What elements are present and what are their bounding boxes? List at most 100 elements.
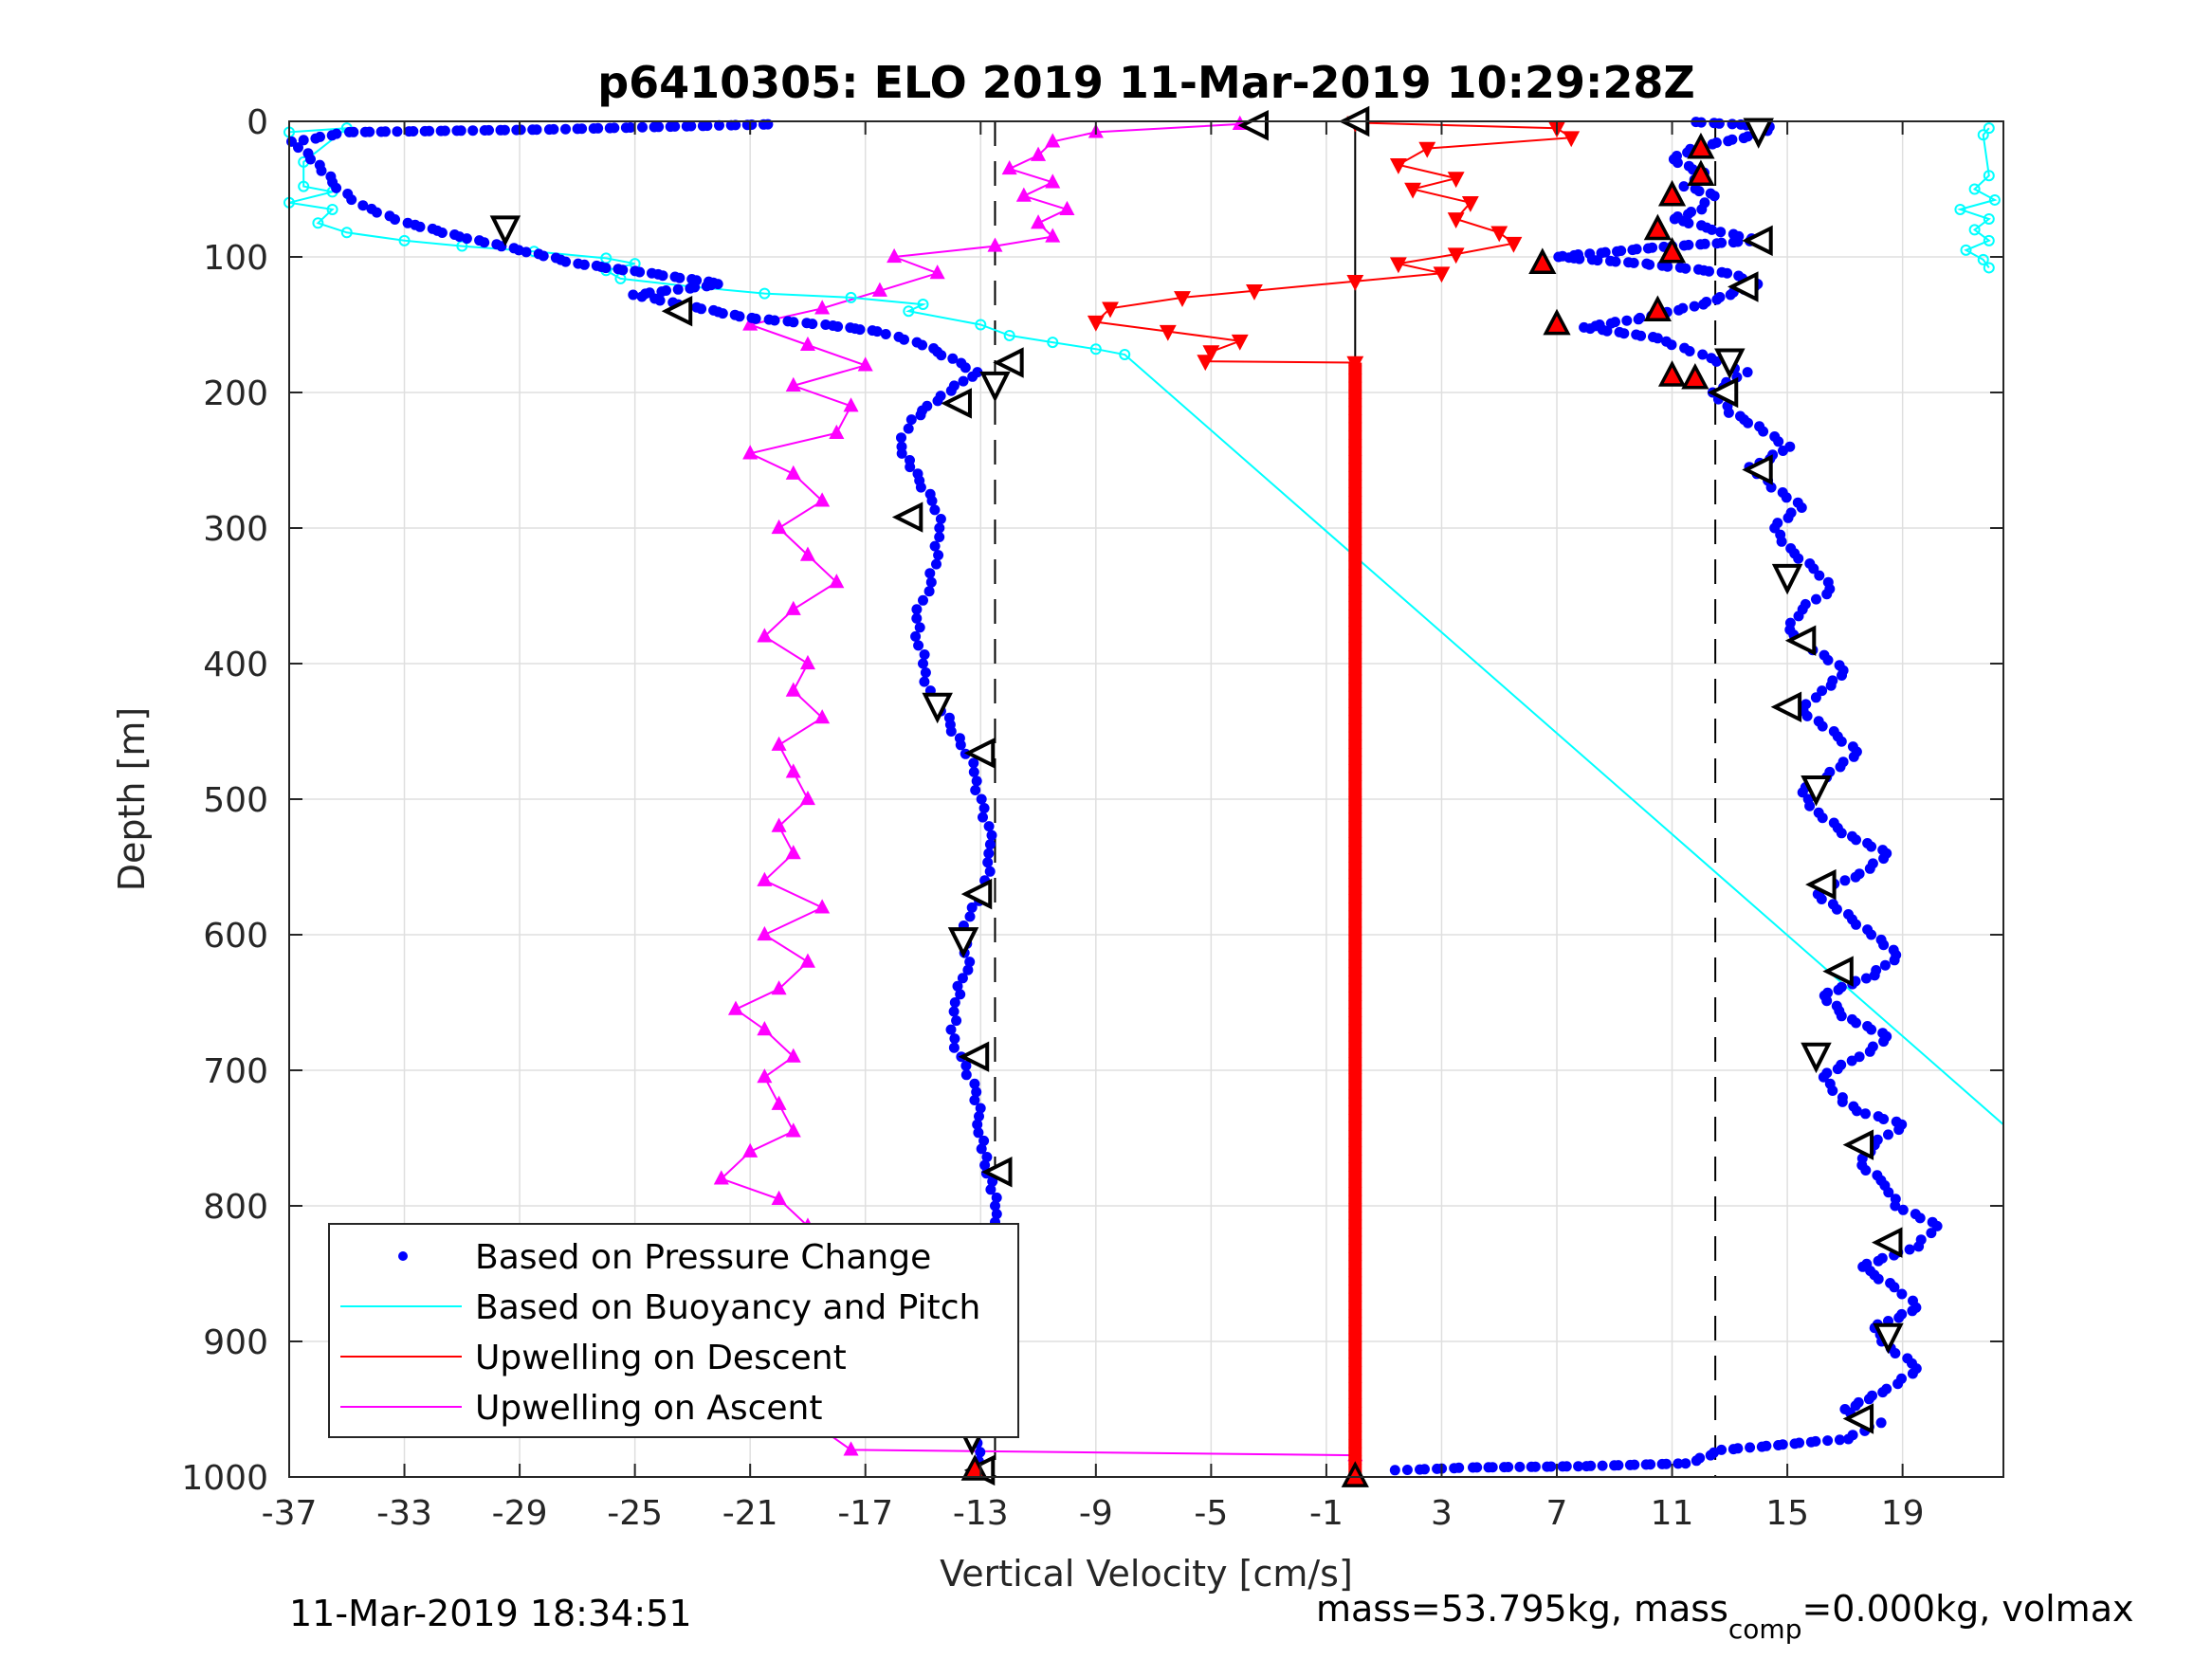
buoyancy-pitch-marker: [1047, 337, 1059, 349]
pressure-change-ascent-dot: [1716, 1444, 1728, 1455]
pressure-change-descent-dot: [990, 1200, 1000, 1212]
direction-marker: [1742, 225, 1773, 257]
pressure-change-ascent-dot: [1784, 441, 1796, 452]
y-tick-label: 400: [203, 646, 268, 684]
descent-upwelling-marker: [1348, 1212, 1362, 1225]
ascent-upwelling-marker: [785, 1122, 801, 1138]
pressure-change-descent-dot: [975, 1447, 986, 1458]
pressure-change-descent-dot: [704, 276, 714, 287]
ascent-upwelling-marker: [814, 899, 831, 914]
pressure-change-descent-dot: [439, 125, 450, 137]
descent-upwelling-marker: [1348, 1235, 1362, 1249]
pressure-change-descent-dot: [910, 630, 922, 642]
direction-marker: [1805, 868, 1837, 901]
buoyancy-pitch-marker: [1983, 234, 1995, 246]
pressure-change-descent-dot: [455, 125, 466, 137]
event-marker: [1657, 236, 1687, 264]
buoyancy-pitch-marker: [1954, 203, 1966, 215]
legend-swatch: [398, 1251, 408, 1261]
ascent-upwelling-marker: [757, 1021, 773, 1036]
pressure-change-ascent-dot: [1696, 220, 1707, 231]
pressure-change-ascent-dot: [1891, 1116, 1902, 1127]
pressure-change-descent-dot: [978, 1135, 990, 1146]
direction-marker: [941, 388, 972, 419]
y-tick-label: 800: [203, 1188, 268, 1227]
ascent-upwelling-marker: [785, 1048, 801, 1063]
pressure-change-ascent-dot: [1742, 367, 1753, 378]
pressure-change-descent-dot: [315, 131, 325, 142]
buoyancy-pitch-marker: [1003, 329, 1015, 341]
descent-upwelling-marker: [1348, 999, 1362, 1013]
descent-upwelling-marker: [1348, 1285, 1362, 1298]
ascent-upwelling-marker: [771, 736, 787, 751]
x-tick-label: 3: [1431, 1494, 1453, 1533]
descent-upwelling-marker: [1348, 829, 1362, 843]
direction-marker: [958, 1041, 990, 1072]
y-axis-label: Depth [m]: [111, 707, 153, 892]
descent-upwelling-marker: [1348, 1178, 1362, 1193]
pressure-change-ascent-dot: [1877, 1028, 1889, 1039]
pressure-change-ascent-dot: [1716, 266, 1728, 278]
pressure-change-descent-dot: [991, 1192, 1002, 1203]
descent-upwelling-marker: [1348, 902, 1362, 916]
direction-marker: [489, 215, 521, 246]
pressure-change-ascent-dot: [1837, 1092, 1848, 1103]
pressure-change-ascent-dot: [1888, 944, 1899, 956]
x-tick-label: -5: [1194, 1494, 1228, 1533]
buoyancy-pitch-marker: [1983, 170, 1995, 182]
descent-upwelling-marker: [1404, 182, 1422, 199]
pressure-change-descent-dot: [971, 775, 982, 787]
direction-marker: [981, 1157, 1013, 1188]
ascent-upwelling-marker: [814, 300, 831, 315]
pressure-change-descent-dot: [302, 148, 314, 159]
pressure-change-ascent-dot: [1794, 1437, 1805, 1449]
descent-upwelling-marker: [1197, 355, 1215, 372]
pressure-change-ascent-dot: [1810, 1435, 1821, 1447]
pressure-change-ascent-dot: [1871, 965, 1882, 975]
descent-upwelling-marker: [1348, 601, 1362, 615]
descent-upwelling-marker: [1348, 398, 1362, 411]
x-tick-label: -13: [953, 1494, 1009, 1533]
buoyancy-pitch-marker: [975, 319, 987, 331]
descent-upwelling-marker: [1348, 821, 1362, 834]
pressure-change-descent-dot: [984, 839, 996, 850]
pressure-change-ascent-dot: [1890, 1194, 1901, 1205]
descent-upwelling-marker: [1348, 1268, 1362, 1282]
ascent-upwelling-marker: [1059, 200, 1075, 216]
pressure-change-ascent-dot: [1613, 1460, 1624, 1471]
x-tick-label: 15: [1765, 1494, 1809, 1533]
x-tick-label: -1: [1309, 1494, 1344, 1533]
descent-upwelling-marker: [1348, 1244, 1362, 1257]
pressure-change-descent-dot: [964, 957, 976, 968]
pressure-change-ascent-dot: [1728, 228, 1739, 240]
pressure-change-ascent-dot: [1811, 593, 1821, 605]
pressure-change-descent-dot: [952, 980, 963, 992]
pressure-change-descent-dot: [978, 811, 988, 823]
descent-upwelling-marker: [1348, 633, 1362, 647]
pressure-change-ascent-dot: [1867, 858, 1878, 869]
pressure-change-descent-dot: [669, 120, 681, 132]
pressure-change-ascent-dot: [1629, 1459, 1640, 1470]
pressure-change-descent-dot: [708, 304, 720, 316]
pressure-change-descent-dot: [905, 455, 915, 465]
buoyancy-pitch-marker: [1089, 343, 1102, 356]
pressure-change-ascent-dot: [1710, 137, 1722, 148]
pressure-change-ascent-dot: [1732, 1443, 1744, 1454]
descent-upwelling-marker: [1348, 1162, 1362, 1176]
direction-marker: [1714, 348, 1746, 380]
pressure-change-ascent-dot: [1631, 244, 1642, 255]
pressure-change-descent-dot: [956, 357, 967, 369]
pressure-change-ascent-dot: [1876, 1252, 1888, 1264]
pressure-change-ascent-dot: [1881, 1383, 1892, 1395]
pressure-change-descent-dot: [935, 391, 946, 402]
pressure-change-descent-dot: [691, 301, 703, 313]
event-marker: [1687, 159, 1715, 187]
grid: [288, 120, 2003, 1478]
direction-marker: [960, 878, 993, 910]
pressure-change-ascent-dot: [1821, 1067, 1833, 1079]
pressure-change-ascent-dot: [1883, 1129, 1893, 1140]
pressure-change-ascent-dot: [1679, 342, 1691, 354]
descent-upwelling-marker: [1348, 1317, 1362, 1331]
descent-upwelling-marker: [1348, 812, 1362, 827]
